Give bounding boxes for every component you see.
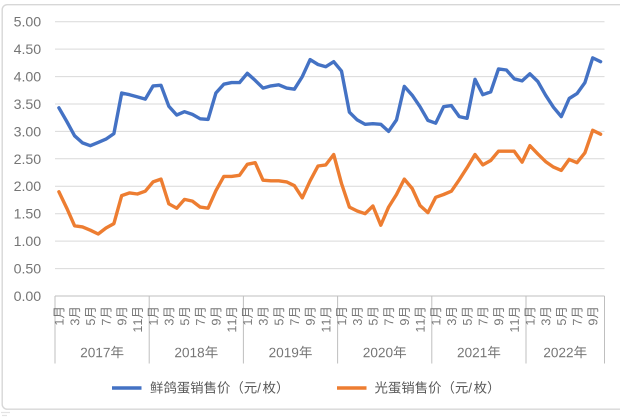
- svg-text:1.50: 1.50: [14, 207, 42, 223]
- svg-text:3.00: 3.00: [14, 124, 42, 140]
- svg-text:4.00: 4.00: [14, 70, 42, 86]
- svg-text:1.00: 1.00: [14, 234, 42, 250]
- svg-text:0.50: 0.50: [14, 262, 42, 278]
- svg-text:4.50: 4.50: [14, 42, 42, 58]
- svg-text:3.50: 3.50: [14, 97, 42, 113]
- svg-text:5.00: 5.00: [14, 15, 42, 31]
- svg-text:2.00: 2.00: [14, 179, 42, 195]
- svg-text:0.00: 0.00: [14, 289, 42, 305]
- svg-text:2.50: 2.50: [14, 152, 42, 168]
